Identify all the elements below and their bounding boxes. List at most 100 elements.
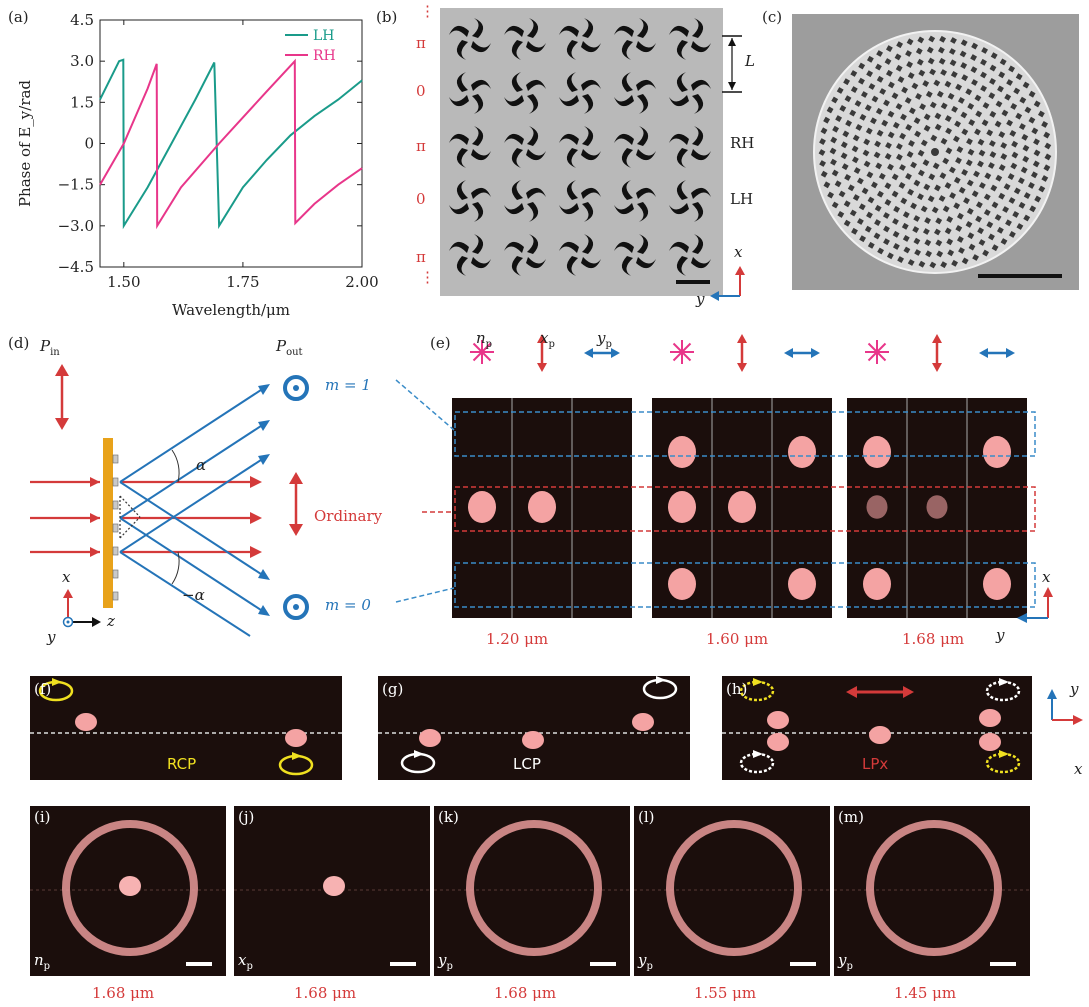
meta-atom [998,192,1006,200]
meta-atom [876,190,884,198]
meta-atom [990,52,998,60]
meta-atom [967,102,975,110]
meta-atom [961,257,969,265]
arrowhead [1073,715,1083,725]
series-line-lh [99,58,363,230]
axis-y-b: y [696,290,705,308]
meta-atom [873,151,881,159]
meta-atom [966,138,973,146]
blade [511,180,523,200]
diffraction-spot [285,729,307,747]
meta-atom [948,48,956,55]
meta-atom-rh [669,126,711,168]
vortex-ring [466,820,602,956]
legend-label: RH [313,48,336,64]
meta-atom [998,131,1006,139]
meta-atom [974,94,982,102]
blade [637,234,649,254]
meta-atom [981,47,989,54]
arrowhead [1043,587,1053,597]
blade [636,79,656,91]
meta-atom [978,239,986,246]
meta-atom [1013,187,1021,195]
meta-atom [831,201,839,209]
meta-atom [907,259,915,266]
diffraction-spot [528,491,556,523]
diffraction-spot [979,733,1001,751]
blade [456,180,468,200]
meta-atom [977,227,985,235]
arrowhead [737,334,747,343]
blade [581,79,601,91]
meta-atom [1008,197,1016,204]
panel-l-letter: (l) [638,808,655,826]
panel-e-letter: (e) [430,334,451,352]
meta-atom [895,143,903,150]
meta-atom [894,53,902,61]
meta-atom [940,137,948,145]
meta-atom [858,77,865,85]
blade [636,41,656,53]
meta-atom [913,117,921,125]
blade [614,203,634,215]
diffraction-spot [75,713,97,731]
y-axis-label: Phase of E_y/rad [16,80,34,207]
blade [511,72,523,92]
blade [582,234,594,254]
meta-atom [1019,96,1027,104]
arrowhead [784,348,793,358]
meta-atom [847,184,855,192]
blade [472,126,484,146]
blade [581,149,601,161]
meta-atom [887,163,894,171]
blade [511,256,523,276]
col-header-xp: xp [540,329,555,350]
meta-atom [827,191,835,199]
arrowhead [753,750,763,758]
meta-atom [1032,160,1040,168]
ray [672,342,692,362]
meta-atom-lh [669,180,711,222]
neg-alpha-label: −α [182,586,205,604]
meta-atom [975,201,983,209]
row-label-dots-top: ⋮ [420,2,435,20]
meta-atom [977,160,984,168]
meta-atom [989,151,997,159]
meta-atom [899,132,907,140]
blade [449,203,469,215]
meta-atom [856,177,864,185]
diffraction-spot [983,436,1011,468]
blade [676,40,688,60]
meta-atom [914,249,922,256]
meta-atom [972,254,980,261]
blade [449,133,469,145]
meta-atom [859,113,867,121]
meta-atom [884,182,892,190]
arrowhead [584,348,593,358]
meta-atom [989,110,997,118]
meta-atom [859,235,867,243]
meta-atom [861,187,869,195]
meta-atom [834,180,842,188]
order-m0-box [454,562,1036,608]
meta-atom [862,149,870,157]
meta-atom [858,62,866,70]
blade [637,202,649,222]
blade [582,126,594,146]
meta-atom [988,140,996,147]
scale-bar [676,280,710,284]
blade [621,40,633,60]
meta-atom [876,50,884,57]
blade [449,95,469,107]
meta-atom [1033,100,1041,108]
meta-atom [1003,183,1011,191]
meta-atom [863,138,871,146]
meta-atom [831,96,839,104]
blade [504,241,524,253]
blade [559,241,579,253]
arrowhead [999,678,1009,686]
meta-atom [950,70,958,78]
blade [504,25,524,37]
arrowhead [1006,348,1015,358]
blade [456,148,468,168]
